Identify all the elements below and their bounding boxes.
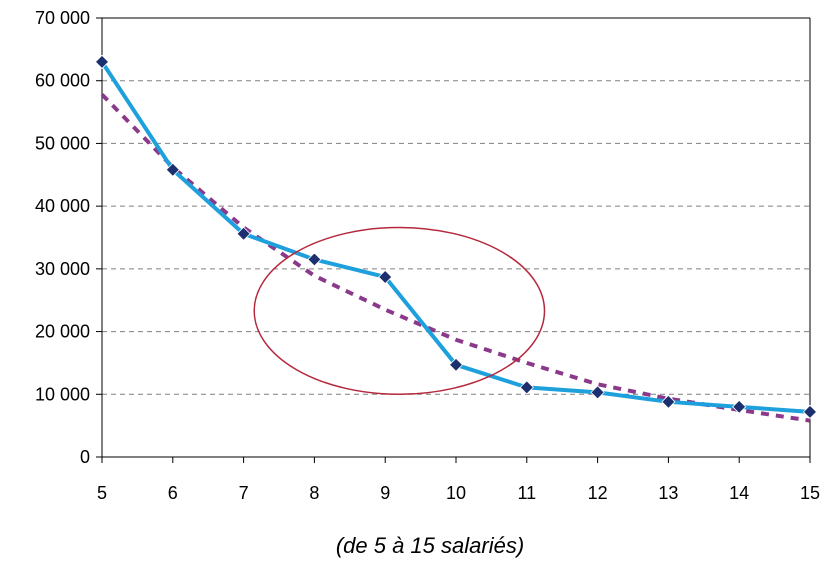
data-point-marker (165, 162, 180, 177)
annotation-layer (253, 226, 546, 396)
chart-caption: (de 5 à 15 salariés) (336, 533, 524, 558)
y-tick-label: 20 000 (35, 322, 90, 342)
data-point-marker (378, 269, 393, 285)
x-tick-label: 5 (97, 483, 107, 503)
y-tick-label: 40 000 (35, 196, 90, 216)
x-tick-label: 14 (729, 483, 749, 503)
data-point-marker (448, 357, 464, 372)
x-tick-label: 6 (168, 483, 178, 503)
x-tick-label: 8 (309, 483, 319, 503)
y-axis-tick-labels: 0 10 000 20 000 30 000 40 000 50 000 60 000 70 … (35, 8, 90, 467)
data-point-marker (236, 226, 251, 241)
data-point-marker (802, 404, 818, 419)
x-tick-label: 13 (658, 483, 678, 503)
data-point-marker (732, 399, 747, 414)
gridlines (102, 17, 810, 395)
data-point-marker (307, 252, 322, 267)
data-point-marker (94, 54, 110, 69)
x-tick-label: 7 (239, 483, 249, 503)
data-point-marker (661, 394, 676, 409)
y-tick-label: 60 000 (35, 71, 90, 91)
y-tick-label: 70 000 (35, 8, 90, 28)
y-tick-label: 10 000 (35, 384, 90, 404)
x-tick-label: 12 (588, 483, 608, 503)
x-tick-label: 15 (800, 483, 820, 503)
y-tick-label: 30 000 (35, 259, 90, 279)
x-tick-label: 11 (517, 483, 536, 503)
y-tick-label: 50 000 (35, 133, 90, 153)
x-tick-label: 9 (380, 483, 390, 503)
x-tick-label: 10 (446, 483, 466, 503)
data-point-marker (590, 385, 605, 400)
series-layer (94, 54, 818, 423)
highlight-ellipse (253, 226, 546, 396)
axes (96, 17, 811, 463)
x-axis-tick-labels: 5 6 7 8 9 10 11 12 13 14 15 (97, 483, 820, 503)
y-tick-label: 0 (80, 447, 90, 467)
data-point-marker (519, 380, 534, 395)
